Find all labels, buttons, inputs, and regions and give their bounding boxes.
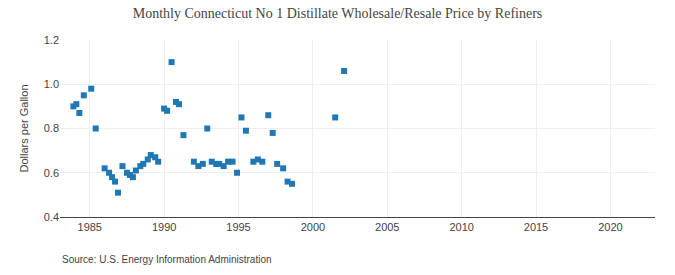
svg-text:2005: 2005 [375,221,399,233]
svg-text:0.4: 0.4 [44,211,59,223]
svg-text:1995: 1995 [226,221,250,233]
svg-text:2000: 2000 [301,221,325,233]
svg-text:Dollars per Gallon: Dollars per Gallon [18,84,30,172]
svg-text:1990: 1990 [152,221,176,233]
svg-text:1985: 1985 [78,221,102,233]
svg-text:1.2: 1.2 [44,34,59,46]
svg-text:0.6: 0.6 [44,167,59,179]
svg-text:Monthly Connecticut No 1 Disti: Monthly Connecticut No 1 Distillate Whol… [133,6,543,21]
svg-text:2020: 2020 [598,221,622,233]
svg-text:0.8: 0.8 [44,122,59,134]
svg-text:Source: U.S. Energy Informatio: Source: U.S. Energy Information Administ… [62,254,272,265]
svg-text:1.0: 1.0 [44,78,59,90]
svg-text:2010: 2010 [449,221,473,233]
svg-text:2015: 2015 [524,221,548,233]
